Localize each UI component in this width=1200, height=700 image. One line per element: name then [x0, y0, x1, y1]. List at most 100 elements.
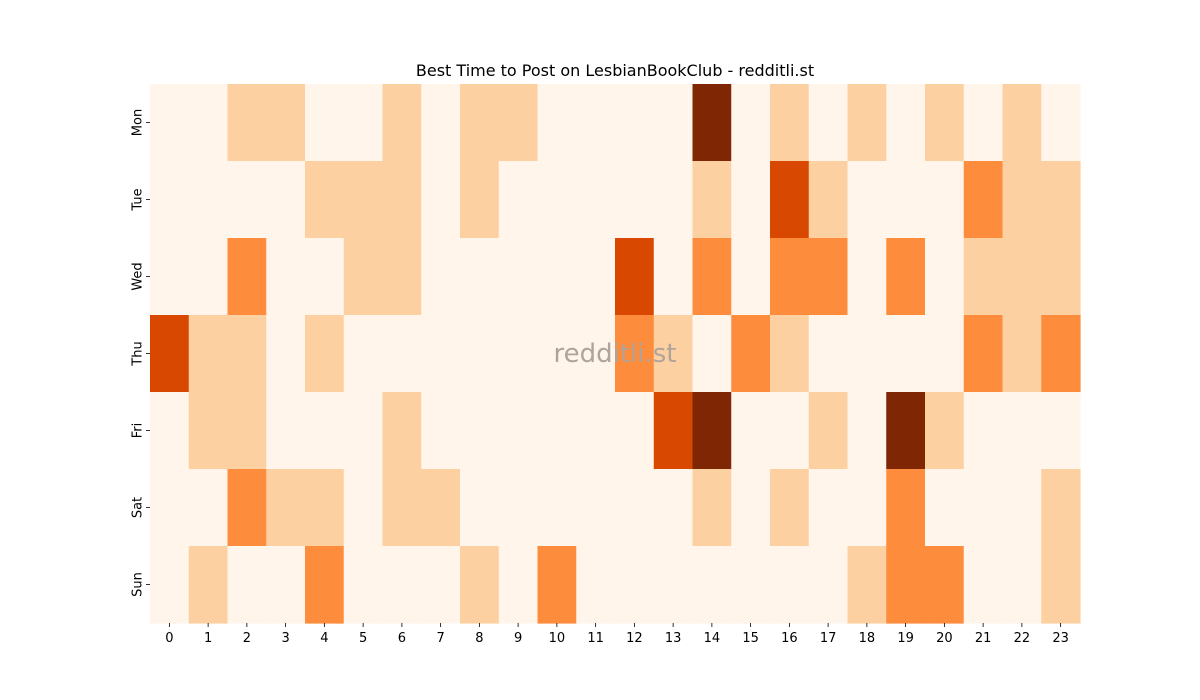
heatmap-cell-wed-5 [343, 238, 384, 316]
heatmap-cell-sat-18 [847, 469, 887, 547]
x-tick-label: 7 [436, 631, 444, 646]
heatmap-cell-wed-15 [731, 238, 771, 316]
heatmap-cell-thu-23 [1041, 315, 1081, 393]
heatmap-cell-mon-7 [421, 84, 461, 162]
x-tick-label: 4 [320, 631, 328, 646]
heatmap-cell-thu-7 [421, 315, 461, 393]
heatmap-cell-sun-17 [808, 546, 849, 624]
heatmap-cell-sat-8 [460, 469, 500, 547]
heatmap-cell-sat-6 [382, 469, 422, 547]
heatmap-cell-wed-13 [653, 238, 694, 316]
heatmap-cell-wed-3 [266, 238, 306, 316]
heatmap-cell-sat-11 [576, 469, 616, 547]
heatmap-cell-fri-1 [188, 392, 229, 470]
heatmap-cell-mon-23 [1041, 84, 1081, 162]
heatmap-cell-thu-11 [576, 315, 616, 393]
heatmap-cell-fri-3 [266, 392, 306, 470]
heatmap-cell-fri-6 [382, 392, 422, 470]
heatmap-cell-fri-10 [537, 392, 577, 470]
heatmap-cell-wed-6 [382, 238, 422, 316]
heatmap-cell-tue-3 [266, 161, 306, 239]
heatmap-cell-sat-14 [692, 469, 732, 547]
heatmap-cell-sat-10 [537, 469, 577, 547]
heatmap-cell-fri-16 [770, 392, 810, 470]
heatmap-cell-sun-21 [963, 546, 1004, 624]
heatmap-cell-mon-11 [576, 84, 616, 162]
heatmap-cell-sun-15 [731, 546, 771, 624]
heatmap-cell-thu-18 [847, 315, 887, 393]
heatmap-cell-fri-22 [1002, 392, 1042, 470]
heatmap-cell-sun-16 [770, 546, 810, 624]
heatmap-cell-wed-8 [460, 238, 500, 316]
heatmap-cell-mon-15 [731, 84, 771, 162]
heatmap-cell-tue-17 [808, 161, 849, 239]
heatmap-cell-tue-19 [886, 161, 926, 239]
heatmap-cell-wed-2 [227, 238, 267, 316]
heatmap-cell-thu-15 [731, 315, 771, 393]
heatmap-cell-mon-22 [1002, 84, 1042, 162]
heatmap-cell-tue-20 [925, 161, 965, 239]
heatmap-cell-mon-5 [343, 84, 384, 162]
heatmap-cell-sun-23 [1041, 546, 1081, 624]
heatmap-cell-mon-3 [266, 84, 306, 162]
x-tick-label: 23 [1052, 631, 1069, 646]
heatmap-cell-wed-10 [537, 238, 577, 316]
heatmap-cell-tue-21 [963, 161, 1004, 239]
heatmap-cell-fri-19 [886, 392, 926, 470]
heatmap-cell-wed-7 [421, 238, 461, 316]
heatmap-cell-thu-14 [692, 315, 732, 393]
heatmap-cell-mon-14 [692, 84, 732, 162]
heatmap-cell-mon-21 [963, 84, 1004, 162]
x-tick-label: 10 [549, 631, 566, 646]
heatmap-cell-sun-9 [498, 546, 539, 624]
heatmap-cell-tue-23 [1041, 161, 1081, 239]
heatmap-cell-fri-15 [731, 392, 771, 470]
heatmap-cell-thu-6 [382, 315, 422, 393]
heatmap-cell-mon-18 [847, 84, 887, 162]
x-tick-label: 0 [165, 631, 173, 646]
heatmap-cell-wed-14 [692, 238, 732, 316]
x-tick-label: 11 [587, 631, 604, 646]
heatmap-cell-sun-2 [227, 546, 267, 624]
heatmap-cell-mon-10 [537, 84, 577, 162]
heatmap-cell-mon-0 [150, 84, 190, 162]
heatmap-cell-mon-12 [615, 84, 655, 162]
heatmap-cell-thu-2 [227, 315, 267, 393]
heatmap-cell-wed-9 [498, 238, 539, 316]
heatmap-cell-sun-5 [343, 546, 384, 624]
x-tick-label: 19 [897, 631, 914, 646]
heatmap-cell-wed-4 [305, 238, 345, 316]
heatmap-cell-sat-4 [305, 469, 345, 547]
heatmap-cell-thu-12 [615, 315, 655, 393]
x-tick-label: 21 [975, 631, 992, 646]
heatmap-cell-thu-5 [343, 315, 384, 393]
heatmap-cell-sun-8 [460, 546, 500, 624]
heatmap-cell-fri-21 [963, 392, 1004, 470]
heatmap-cell-thu-21 [963, 315, 1004, 393]
heatmap-cell-sat-2 [227, 469, 267, 547]
x-tick-label: 18 [859, 631, 876, 646]
heatmap-cell-fri-12 [615, 392, 655, 470]
heatmap-cell-wed-16 [770, 238, 810, 316]
watermark: redditli.st [554, 339, 677, 369]
x-tick-label: 17 [820, 631, 837, 646]
heatmap-cell-tue-22 [1002, 161, 1042, 239]
heatmap-cell-wed-23 [1041, 238, 1081, 316]
x-tick-label: 14 [704, 631, 721, 646]
heatmap-cell-thu-8 [460, 315, 500, 393]
heatmap-cell-mon-13 [653, 84, 694, 162]
heatmap-cell-tue-0 [150, 161, 190, 239]
heatmap-cell-fri-20 [925, 392, 965, 470]
heatmap-cell-fri-9 [498, 392, 539, 470]
heatmap-cell-sat-5 [343, 469, 384, 547]
heatmap-cell-fri-18 [847, 392, 887, 470]
heatmap-cell-wed-0 [150, 238, 190, 316]
heatmap-cell-sun-20 [925, 546, 965, 624]
heatmap-cell-thu-9 [498, 315, 539, 393]
heatmap-cell-mon-8 [460, 84, 500, 162]
heatmap-cell-mon-19 [886, 84, 926, 162]
heatmap-cell-sun-22 [1002, 546, 1042, 624]
heatmap-cell-tue-4 [305, 161, 345, 239]
